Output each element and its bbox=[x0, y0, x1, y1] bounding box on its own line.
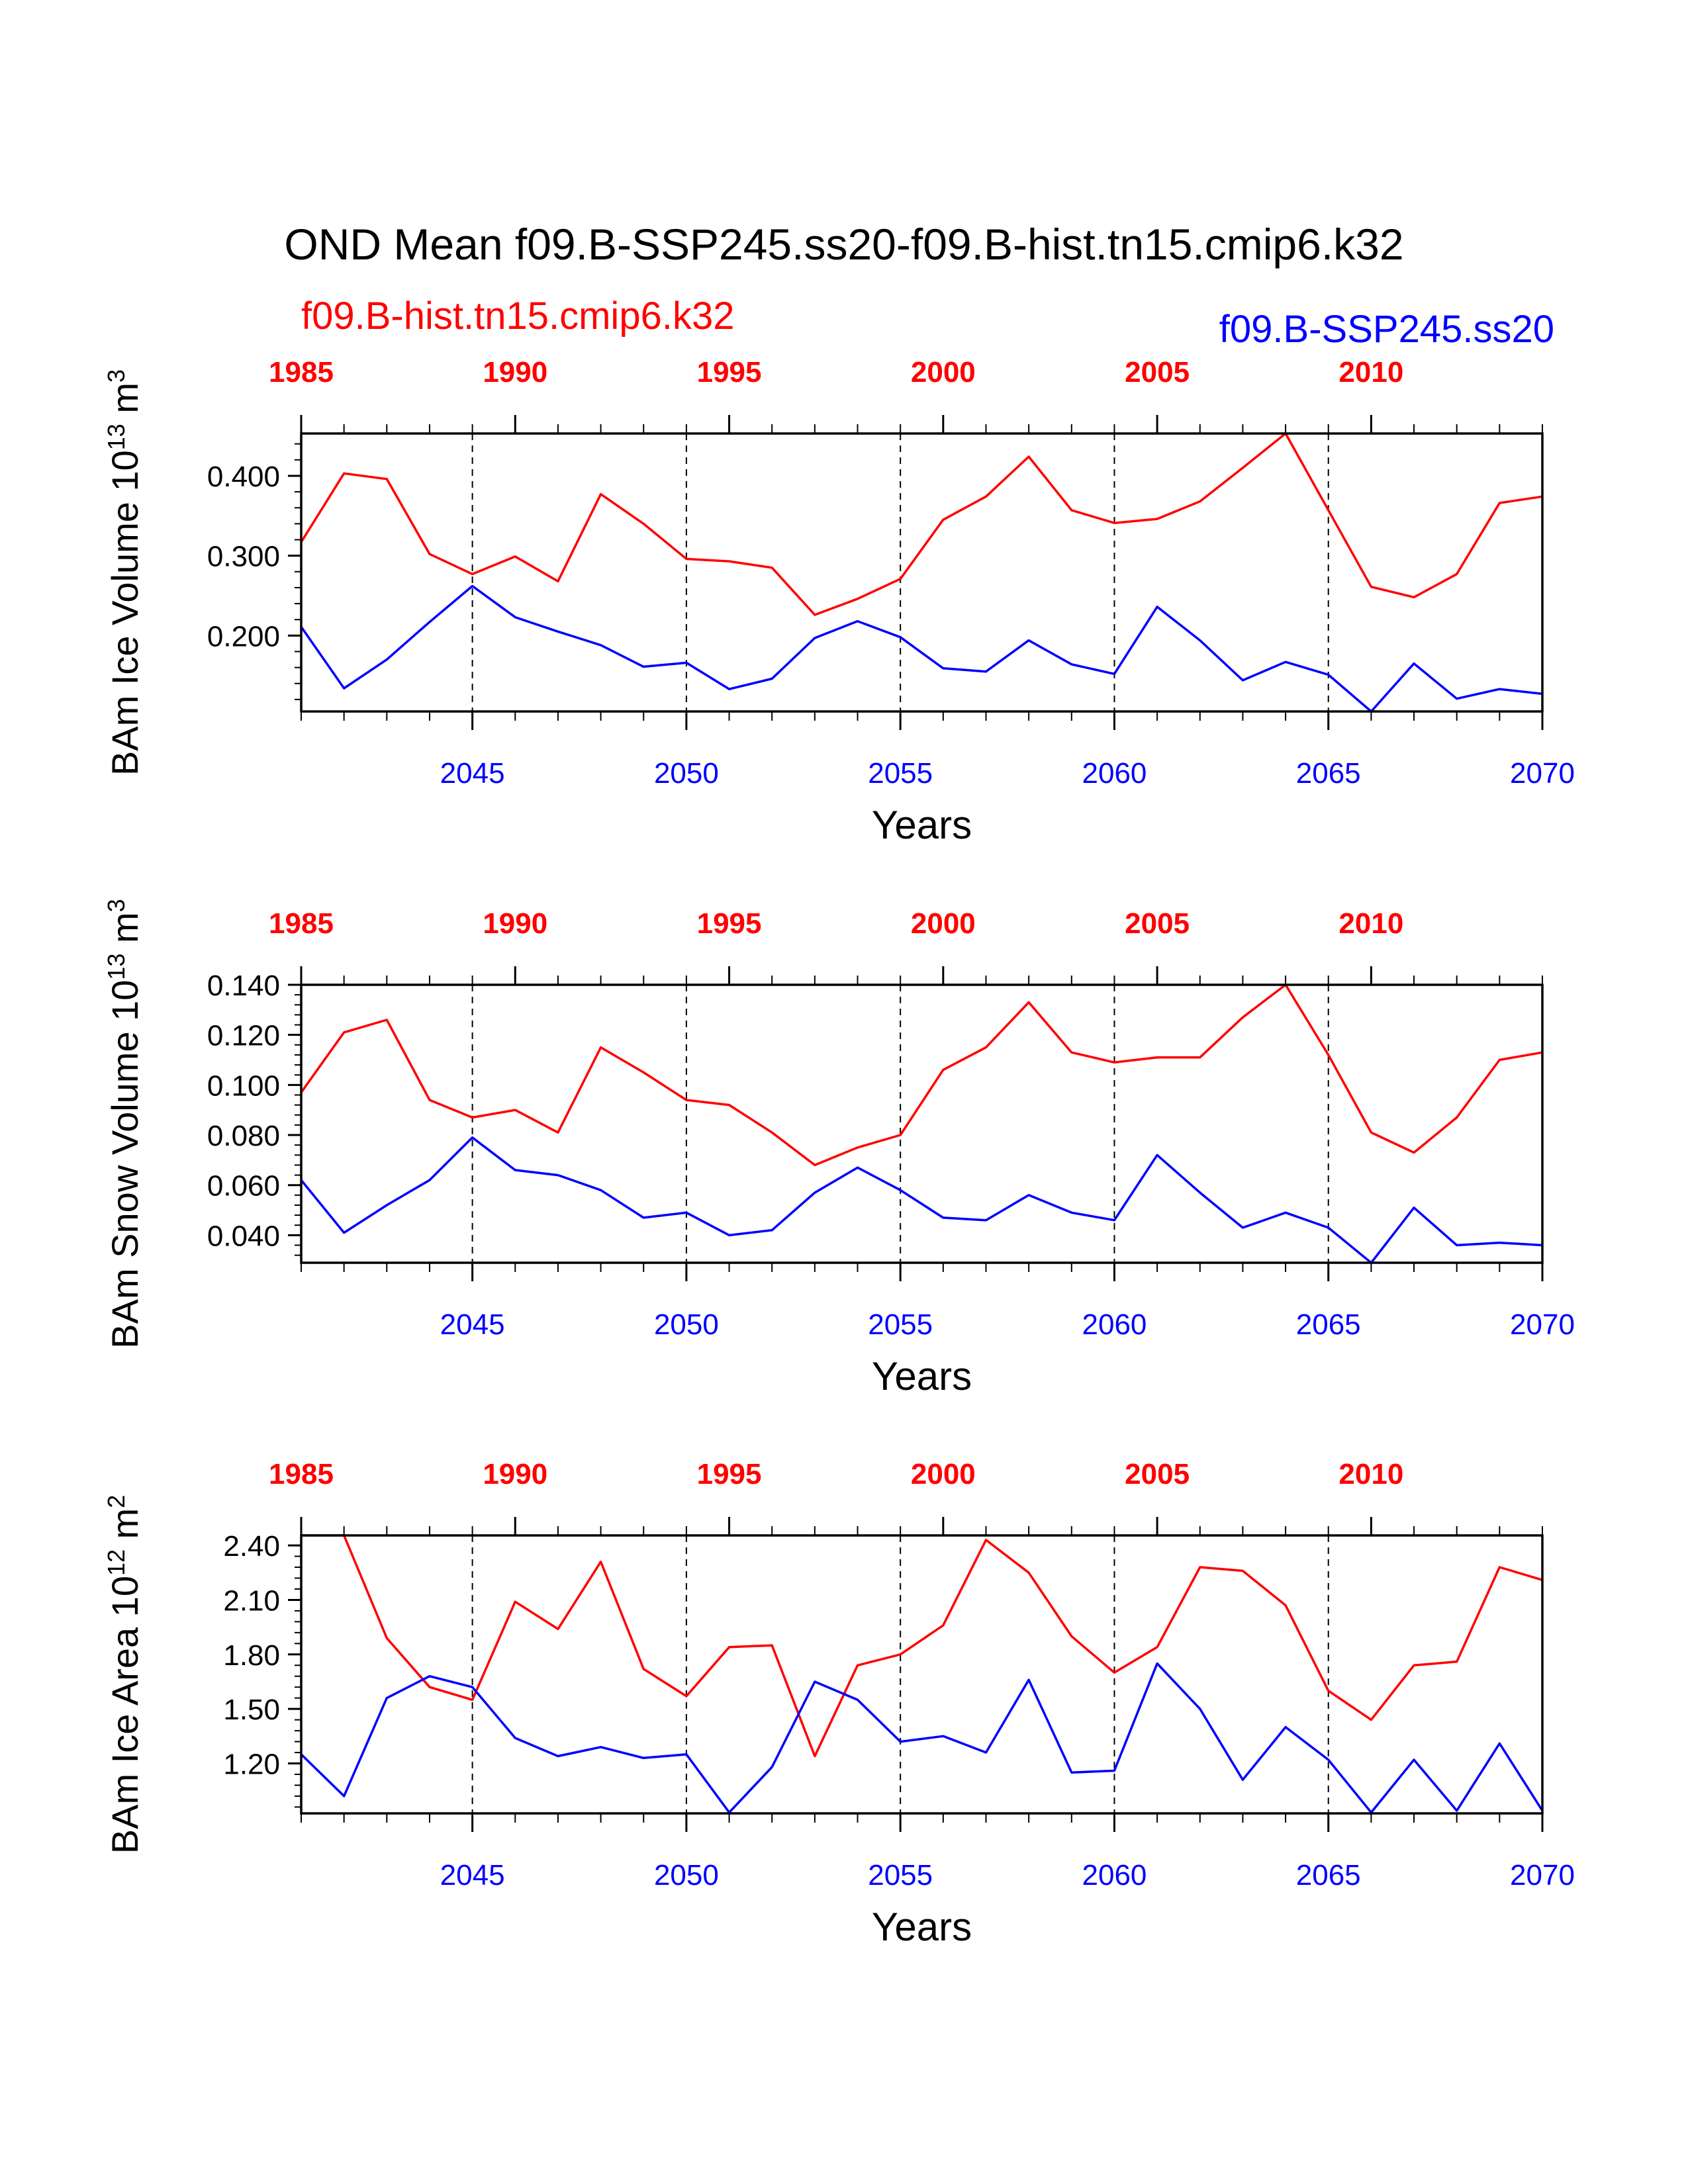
y-axis-title: BAm Ice Area 1012 m2 bbox=[103, 1495, 146, 1854]
x-tick-label-bottom: 2045 bbox=[440, 1859, 505, 1891]
x-tick-label-top: 2005 bbox=[1125, 907, 1190, 940]
x-axis-title: Years bbox=[872, 1354, 972, 1398]
x-tick-label-bottom: 2060 bbox=[1082, 1308, 1147, 1341]
x-tick-label-bottom: 2070 bbox=[1510, 757, 1575, 790]
y-tick-label: 1.80 bbox=[223, 1639, 280, 1672]
x-tick-label-top: 2010 bbox=[1338, 356, 1403, 388]
x-tick-label-bottom: 2050 bbox=[654, 757, 719, 790]
y-tick-label: 2.10 bbox=[223, 1584, 280, 1617]
y-axis-title-text: m bbox=[104, 912, 146, 953]
panel-3: 1.20 1.50 1.80 2.10 2.40 2045 2050 2055 2060 2065… bbox=[103, 1458, 1575, 1949]
series-line-ssp bbox=[300, 1662, 1544, 1814]
y-axis-title-text: m bbox=[104, 383, 146, 424]
x-axis-title: Years bbox=[872, 803, 972, 847]
y-axis-title-text: m bbox=[104, 1508, 146, 1549]
y-axis-title-superscript: 12 bbox=[103, 1549, 130, 1576]
y-axis-title: BAm Ice Volume 1013 m3 bbox=[103, 369, 146, 776]
x-tick-label-bottom: 2060 bbox=[1082, 757, 1147, 790]
y-tick-label: 0.140 bbox=[207, 970, 280, 1002]
x-tick-label-top: 1990 bbox=[483, 356, 547, 388]
x-tick-label-top: 1985 bbox=[269, 356, 334, 388]
y-axis-title-superscript: 3 bbox=[103, 899, 130, 912]
plot-frame bbox=[300, 983, 1544, 1264]
y-axis-title-superscript: 3 bbox=[103, 369, 130, 383]
series-line-hist bbox=[300, 983, 1543, 1167]
series-line-ssp bbox=[300, 1136, 1543, 1264]
x-tick-label-bottom: 2070 bbox=[1510, 1859, 1575, 1891]
series-line-ssp bbox=[300, 584, 1543, 713]
y-tick-label: 0.200 bbox=[207, 620, 280, 653]
x-tick-label-bottom: 2055 bbox=[868, 1859, 933, 1891]
y-tick-label: 0.060 bbox=[207, 1170, 280, 1203]
x-tick-label-bottom: 2045 bbox=[440, 757, 505, 790]
series-line-hist bbox=[301, 1534, 1543, 1758]
y-axis-title-superscript: 13 bbox=[103, 424, 130, 450]
x-tick-label-top: 1985 bbox=[269, 1458, 334, 1490]
x-tick-label-top: 1995 bbox=[697, 1458, 762, 1490]
y-tick-label: 1.20 bbox=[223, 1749, 280, 1781]
x-tick-label-top: 1990 bbox=[483, 907, 547, 940]
y-tick-label: 2.40 bbox=[223, 1530, 280, 1563]
legend-ssp-label: f09.B-SSP245.ss20 bbox=[1219, 308, 1554, 351]
chart-title: OND Mean f09.B-SSP245.ss20-f09.B-hist.tn… bbox=[284, 220, 1403, 269]
plot-frame bbox=[300, 432, 1544, 713]
panel-2: 0.040 0.060 0.080 0.100 0.120 0.140 2045 2050 20… bbox=[103, 899, 1575, 1398]
x-tick-label-top: 1990 bbox=[483, 1458, 547, 1490]
x-tick-label-top: 1995 bbox=[697, 356, 762, 388]
x-tick-label-bottom: 2070 bbox=[1510, 1308, 1575, 1341]
x-tick-label-top: 2000 bbox=[911, 907, 976, 940]
y-axis-title-superscript: 13 bbox=[103, 954, 130, 980]
x-tick-label-bottom: 2065 bbox=[1296, 1308, 1361, 1341]
panel-1: 0.200 0.300 0.400 2045 2050 2055 2060 2065 2070 1… bbox=[103, 356, 1575, 847]
x-tick-label-bottom: 2055 bbox=[868, 757, 933, 790]
x-tick-label-bottom: 2065 bbox=[1296, 1859, 1361, 1891]
x-tick-label-top: 2005 bbox=[1125, 356, 1190, 388]
legend-hist-label: f09.B-hist.tn15.cmip6.k32 bbox=[301, 295, 734, 338]
x-tick-label-bottom: 2065 bbox=[1296, 757, 1361, 790]
x-tick-label-top: 2010 bbox=[1338, 907, 1403, 940]
y-axis-title: BAm Snow Volume 1013 m3 bbox=[103, 899, 146, 1348]
y-axis-title-text: BAm Ice Area 10 bbox=[104, 1576, 146, 1854]
x-tick-label-bottom: 2050 bbox=[654, 1859, 719, 1891]
y-tick-label: 0.300 bbox=[207, 541, 280, 573]
plot-frame bbox=[300, 1534, 1544, 1815]
y-axis-title-superscript: 2 bbox=[103, 1495, 130, 1508]
y-axis-title-text: BAm Snow Volume 10 bbox=[104, 980, 146, 1349]
x-tick-label-bottom: 2045 bbox=[440, 1308, 505, 1341]
x-tick-label-bottom: 2060 bbox=[1082, 1859, 1147, 1891]
x-tick-label-top: 2010 bbox=[1338, 1458, 1403, 1490]
y-tick-label: 0.400 bbox=[207, 461, 280, 493]
x-tick-label-top: 1985 bbox=[269, 907, 334, 940]
x-tick-label-bottom: 2055 bbox=[868, 1308, 933, 1341]
x-tick-label-top: 1995 bbox=[697, 907, 762, 940]
y-tick-label: 0.040 bbox=[207, 1220, 280, 1252]
y-tick-label: 0.080 bbox=[207, 1120, 280, 1152]
y-tick-label: 0.120 bbox=[207, 1020, 280, 1052]
y-axis-title-text: BAm Ice Volume 10 bbox=[104, 450, 146, 776]
x-tick-label-top: 2000 bbox=[911, 1458, 976, 1490]
x-tick-label-bottom: 2050 bbox=[654, 1308, 719, 1341]
x-axis-title: Years bbox=[872, 1905, 972, 1949]
y-tick-label: 1.50 bbox=[223, 1694, 280, 1726]
x-tick-label-top: 2005 bbox=[1125, 1458, 1190, 1490]
y-tick-label: 0.100 bbox=[207, 1069, 280, 1102]
x-tick-label-top: 2000 bbox=[911, 356, 976, 388]
series-line-hist bbox=[300, 432, 1543, 616]
